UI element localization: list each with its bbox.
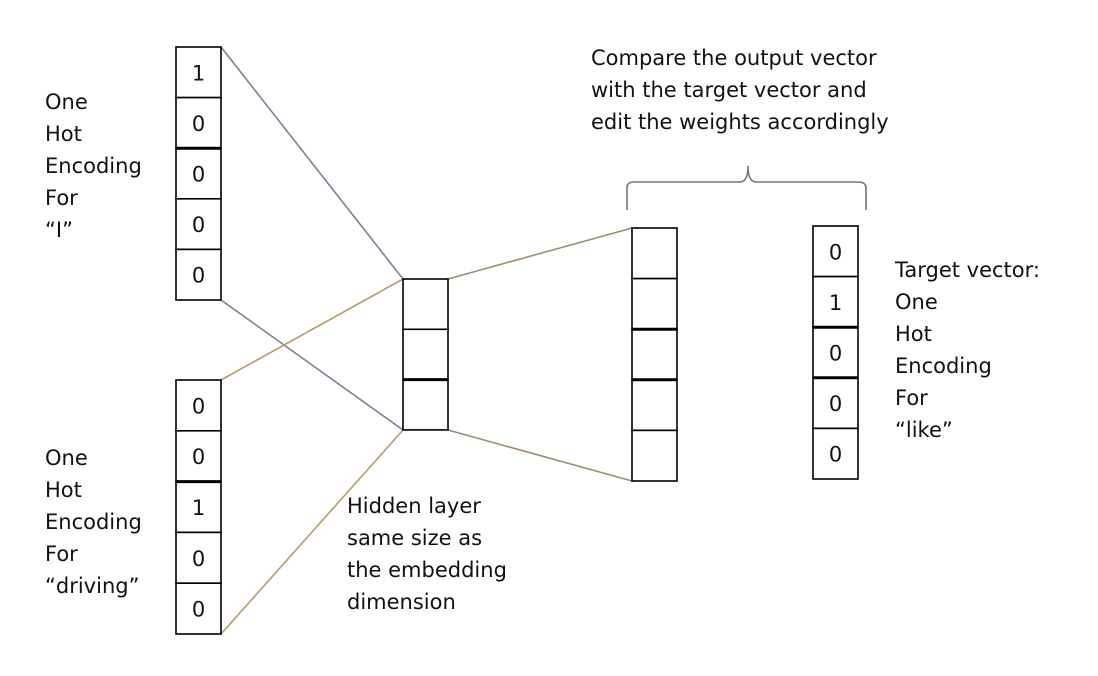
label-compare-line: Compare the output vector	[591, 46, 877, 70]
label-input-driving-line: “driving”	[45, 574, 139, 598]
label-input-i-line: One	[45, 90, 88, 114]
vector-cell	[631, 227, 678, 280]
target-vector: 0 1 0 0 0	[812, 225, 859, 480]
connector-i-bottom	[220, 299, 404, 431]
vector-cell	[175, 147, 222, 200]
vector-cell	[631, 328, 678, 381]
vector-cell-value: 0	[829, 240, 842, 264]
vector-cell	[812, 427, 859, 480]
vector-cell	[631, 378, 678, 432]
label-compare: Compare the output vector with the targe…	[591, 46, 889, 134]
input-vector-i: 1 0 0 0 0	[175, 46, 222, 301]
vector-cell	[631, 277, 678, 331]
label-input-driving-line: Hot	[45, 478, 82, 502]
label-compare-line: with the target vector and	[591, 78, 867, 102]
label-target: Target vector: One Hot Encoding For “lik…	[894, 258, 1047, 442]
vector-cell	[175, 429, 222, 483]
connectors	[220, 46, 633, 635]
vector-cell-value: 1	[192, 496, 205, 520]
vector-cell-value: 0	[192, 394, 205, 418]
hidden-layer-vector	[402, 278, 449, 431]
vector-cell-value: 0	[192, 112, 205, 136]
vector-cell	[175, 379, 222, 432]
connector-i-top	[220, 46, 404, 280]
vector-cell-value: 0	[192, 547, 205, 571]
label-hidden-line: same size as	[347, 526, 482, 550]
vector-cell-value: 0	[192, 445, 205, 469]
label-input-driving: One Hot Encoding For “driving”	[45, 446, 148, 598]
label-target-line: Target vector:	[894, 258, 1040, 282]
vector-cell-value: 0	[829, 443, 842, 467]
vector-cell	[402, 278, 449, 331]
vector-cell	[175, 480, 222, 534]
vector-cell	[175, 582, 222, 635]
input-vector-driving: 0 0 1 0 0	[175, 379, 222, 635]
vector-cell-value: 0	[192, 213, 205, 237]
connector-output-bottom	[447, 429, 633, 482]
output-vector	[631, 227, 678, 482]
connector-driving-bottom	[220, 429, 404, 635]
label-input-driving-line: One	[45, 446, 88, 470]
vector-cell	[812, 326, 859, 379]
vector-cell	[631, 429, 678, 482]
vector-cell	[175, 248, 222, 301]
vector-cell-value: 0	[829, 392, 842, 416]
label-input-driving-line: For	[45, 542, 78, 566]
vector-cell	[402, 378, 449, 431]
vector-cell-value: 0	[192, 163, 205, 187]
label-input-driving-line: Encoding	[45, 510, 142, 534]
vector-cell	[812, 275, 859, 329]
label-target-line: Encoding	[895, 354, 992, 378]
connector-output-top	[447, 227, 633, 280]
label-target-line: For	[895, 386, 928, 410]
label-input-i: One Hot Encoding For “I”	[45, 90, 148, 242]
compare-brace	[626, 165, 867, 210]
connector-driving-top	[220, 278, 404, 381]
vector-cell-value: 0	[829, 342, 842, 366]
vector-cell	[175, 96, 222, 149]
label-target-line: Hot	[895, 322, 932, 346]
label-compare-line: edit the weights accordingly	[591, 110, 889, 134]
label-target-line: One	[895, 290, 938, 314]
label-hidden-line: dimension	[347, 590, 456, 614]
label-input-i-line: “I”	[45, 218, 73, 242]
vector-cell	[812, 225, 859, 278]
label-hidden-line: the embedding	[347, 558, 507, 582]
label-input-i-line: For	[45, 186, 78, 210]
vector-cell-value: 0	[192, 598, 205, 622]
label-hidden-line: Hidden layer	[347, 494, 481, 518]
vector-cell-value: 0	[192, 264, 205, 288]
vector-cell-value: 1	[192, 61, 205, 85]
label-input-i-line: Encoding	[45, 154, 142, 178]
label-hidden-layer: Hidden layer same size as the embedding …	[347, 494, 514, 614]
label-input-i-line: Hot	[45, 122, 82, 146]
vector-cell-value: 1	[829, 291, 842, 315]
label-target-line: “like”	[895, 418, 953, 442]
vector-cell	[402, 328, 449, 381]
